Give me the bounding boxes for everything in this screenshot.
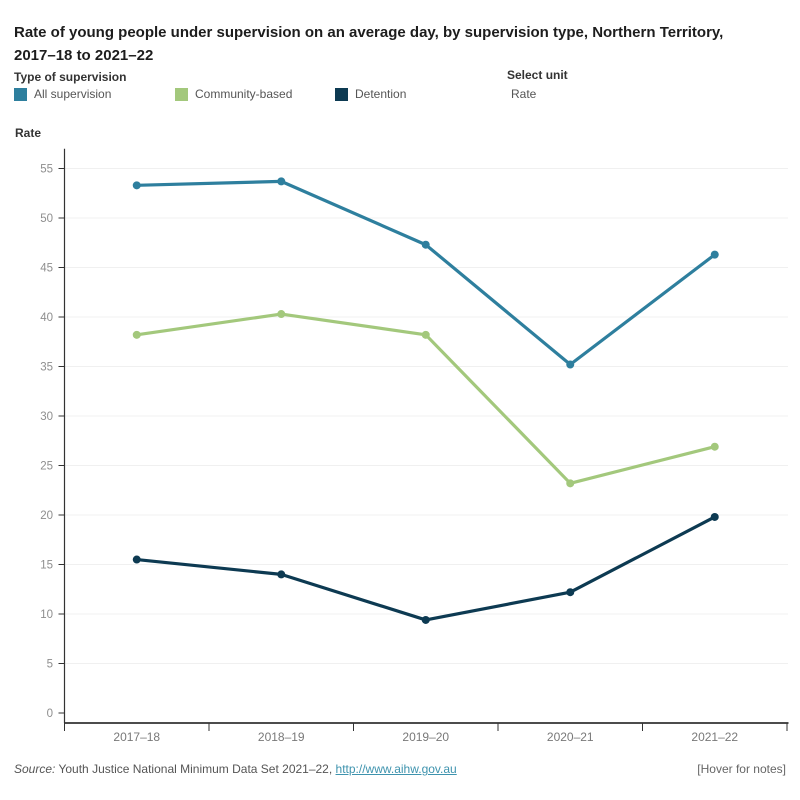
data-point[interactable] bbox=[566, 479, 575, 488]
y-axis-title: Rate bbox=[15, 126, 42, 140]
y-tick-label: 35 bbox=[40, 362, 53, 374]
data-point[interactable] bbox=[277, 570, 286, 579]
x-tick-label: 2019–20 bbox=[402, 730, 449, 744]
source-link[interactable]: http://www.aihw.gov.au bbox=[335, 762, 457, 776]
series-community-based[interactable] bbox=[132, 310, 719, 488]
x-tick-label: 2017–18 bbox=[113, 730, 160, 744]
legend-item-all-supervision[interactable]: All supervision bbox=[14, 87, 111, 101]
legend-swatch-detention-icon bbox=[335, 87, 348, 101]
y-tick-label: 50 bbox=[40, 213, 53, 225]
data-point[interactable] bbox=[132, 555, 141, 564]
chart-title: Rate of young people under supervision o… bbox=[14, 21, 792, 67]
legend-swatch-community-based-icon bbox=[175, 87, 188, 101]
data-point[interactable] bbox=[710, 512, 719, 521]
hover-for-notes[interactable]: [Hover for notes] bbox=[697, 762, 786, 776]
data-point[interactable] bbox=[566, 588, 575, 597]
y-tick-label: 20 bbox=[40, 510, 53, 522]
data-point[interactable] bbox=[277, 177, 286, 186]
data-point[interactable] bbox=[421, 330, 430, 339]
data-point[interactable] bbox=[277, 310, 286, 319]
chart-title-line1: Rate of young people under supervision o… bbox=[14, 24, 724, 42]
source-note: Source: Youth Justice National Minimum D… bbox=[14, 762, 457, 776]
y-tick-label: 15 bbox=[40, 560, 53, 572]
data-point[interactable] bbox=[421, 240, 430, 249]
source-prefix: Source: bbox=[14, 762, 56, 776]
data-point[interactable] bbox=[710, 250, 719, 259]
x-tick-label: 2021–22 bbox=[691, 730, 738, 744]
y-tick-label: 10 bbox=[40, 609, 53, 621]
y-tick-label: 30 bbox=[40, 411, 53, 423]
y-tick-label: 40 bbox=[40, 312, 53, 324]
y-tick-label: 5 bbox=[47, 659, 53, 671]
legend-label: Community-based bbox=[195, 87, 293, 101]
series-line[interactable] bbox=[135, 515, 717, 622]
line-chart[interactable]: 0 5 10 15 20 25 30 35 40 45 50 55 2017–18 2018–19 2019… bbox=[0, 140, 800, 760]
legend-label: All supervision bbox=[34, 87, 112, 101]
select-unit-control[interactable]: Rate bbox=[511, 87, 537, 101]
legend-label: Detention bbox=[355, 87, 407, 101]
select-unit-label: Select unit bbox=[507, 68, 568, 82]
x-tick-label: 2020–21 bbox=[547, 730, 594, 744]
y-tick-label: 55 bbox=[40, 164, 53, 176]
y-tick-label: 25 bbox=[40, 461, 53, 473]
data-point[interactable] bbox=[421, 615, 430, 624]
legend-item-detention[interactable]: Detention bbox=[335, 87, 406, 101]
data-point[interactable] bbox=[566, 360, 575, 369]
data-point[interactable] bbox=[132, 330, 141, 339]
legend-item-community-based[interactable]: Community-based bbox=[175, 87, 292, 101]
y-tick-label: 45 bbox=[40, 263, 53, 275]
x-tick-label: 2018–19 bbox=[258, 730, 305, 744]
data-point[interactable] bbox=[132, 181, 141, 190]
series-line[interactable] bbox=[135, 312, 717, 485]
source-text: Youth Justice National Minimum Data Set … bbox=[55, 762, 336, 776]
y-tick-label: 0 bbox=[47, 708, 53, 720]
series-all-supervision[interactable] bbox=[132, 177, 719, 369]
data-point[interactable] bbox=[710, 442, 719, 451]
chart-title-line2: 2017–18 to 2021–22 bbox=[14, 47, 154, 65]
legend-swatch-all-supervision-icon bbox=[14, 87, 27, 101]
series-detention[interactable] bbox=[132, 512, 719, 624]
legend-title: Type of supervision bbox=[14, 70, 127, 84]
